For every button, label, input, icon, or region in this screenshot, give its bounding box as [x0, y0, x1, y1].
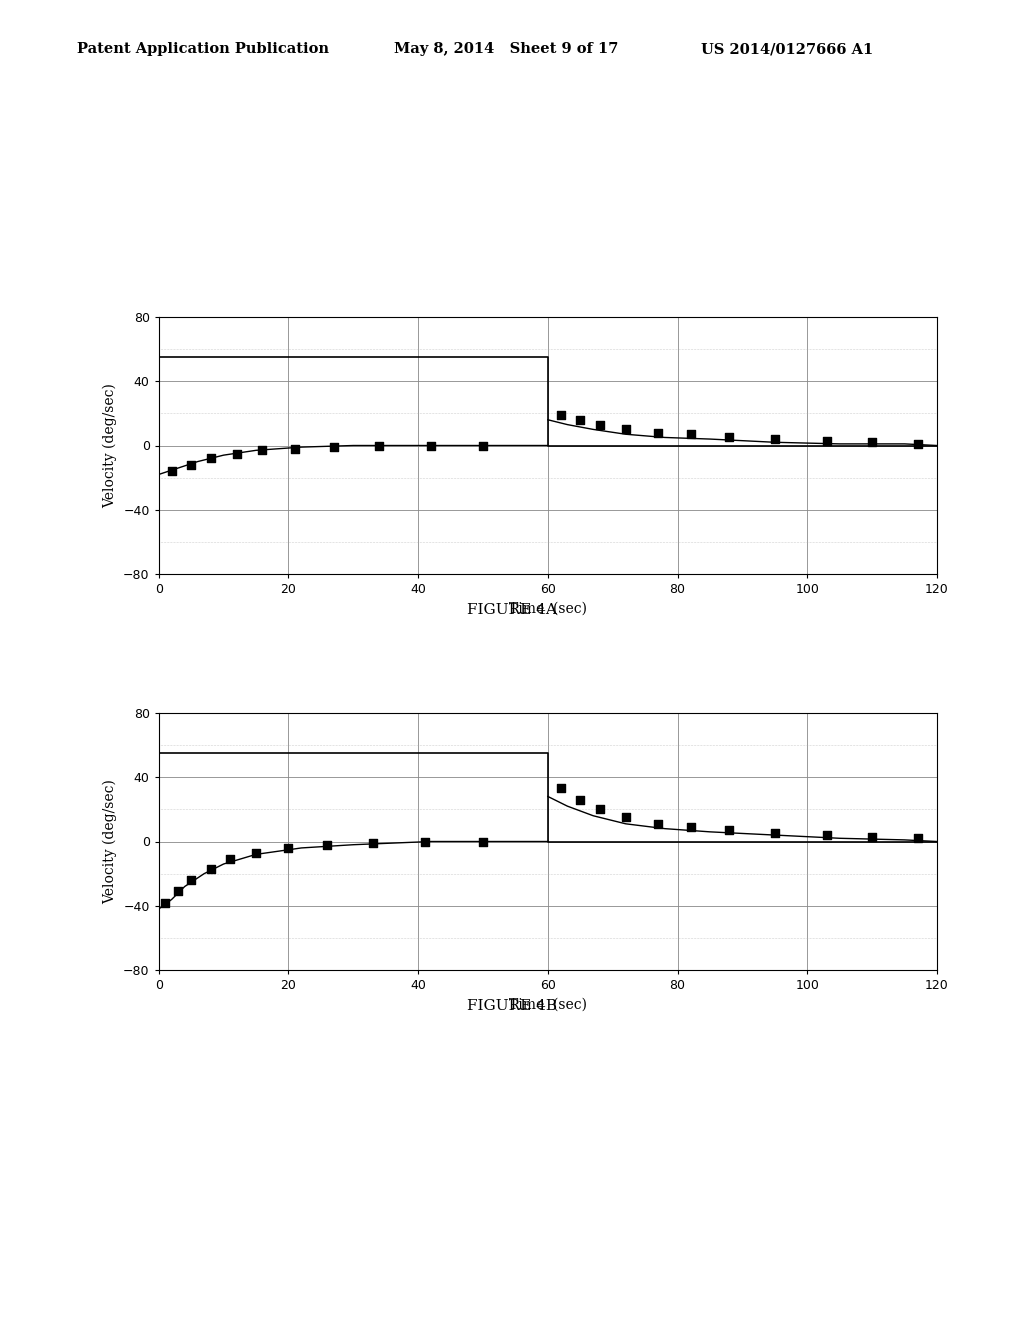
Point [417, 832, 433, 853]
Text: FIGURE 4A: FIGURE 4A [467, 603, 557, 618]
Text: May 8, 2014   Sheet 9 of 17: May 8, 2014 Sheet 9 of 17 [394, 42, 618, 57]
Point [254, 440, 270, 461]
Y-axis label: Velocity (deg/sec): Velocity (deg/sec) [103, 779, 118, 904]
Point [475, 436, 492, 457]
Point [183, 870, 200, 891]
Point [371, 436, 387, 457]
Point [170, 880, 186, 902]
Point [818, 825, 835, 846]
Point [572, 789, 589, 810]
Y-axis label: Velocity (deg/sec): Velocity (deg/sec) [103, 383, 118, 508]
Point [365, 833, 381, 854]
Text: Patent Application Publication: Patent Application Publication [77, 42, 329, 57]
Text: FIGURE 4B: FIGURE 4B [467, 999, 557, 1014]
Point [682, 424, 698, 445]
Point [203, 447, 219, 469]
Point [617, 807, 634, 828]
Point [553, 404, 569, 425]
Point [572, 409, 589, 430]
Point [721, 820, 737, 841]
Point [864, 432, 881, 453]
Point [767, 429, 783, 450]
Point [818, 430, 835, 451]
Point [864, 826, 881, 847]
Point [553, 777, 569, 799]
Point [326, 437, 342, 458]
Point [248, 842, 264, 863]
Point [721, 426, 737, 447]
Point [287, 438, 303, 459]
Point [228, 444, 245, 465]
Point [157, 892, 173, 913]
Point [183, 454, 200, 475]
Text: US 2014/0127666 A1: US 2014/0127666 A1 [701, 42, 873, 57]
Point [650, 422, 667, 444]
Point [909, 433, 926, 454]
Point [475, 832, 492, 853]
Point [767, 822, 783, 843]
Point [203, 858, 219, 879]
Point [617, 418, 634, 440]
Point [423, 436, 439, 457]
Point [319, 834, 336, 855]
Point [592, 799, 608, 820]
Point [222, 849, 239, 870]
Point [682, 817, 698, 838]
Point [650, 813, 667, 834]
X-axis label: Time  (sec): Time (sec) [509, 998, 587, 1012]
X-axis label: Time  (sec): Time (sec) [509, 602, 587, 616]
Point [281, 837, 297, 858]
Point [592, 414, 608, 436]
Point [909, 828, 926, 849]
Point [164, 461, 180, 482]
